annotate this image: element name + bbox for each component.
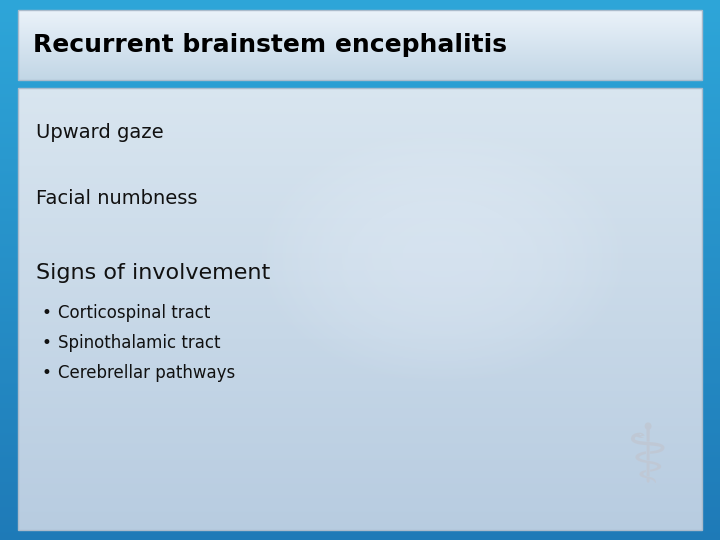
Text: •: •: [41, 334, 51, 352]
Text: Signs of involvement: Signs of involvement: [36, 263, 270, 283]
Text: •: •: [41, 364, 51, 382]
Text: •: •: [41, 304, 51, 322]
Text: Facial numbness: Facial numbness: [36, 188, 197, 207]
Text: Cerebrellar pathways: Cerebrellar pathways: [58, 364, 235, 382]
Text: Upward gaze: Upward gaze: [36, 124, 163, 143]
Text: ⚕: ⚕: [625, 421, 669, 499]
Text: Corticospinal tract: Corticospinal tract: [58, 304, 210, 322]
Text: Recurrent brainstem encephalitis: Recurrent brainstem encephalitis: [33, 33, 507, 57]
Text: Spinothalamic tract: Spinothalamic tract: [58, 334, 220, 352]
